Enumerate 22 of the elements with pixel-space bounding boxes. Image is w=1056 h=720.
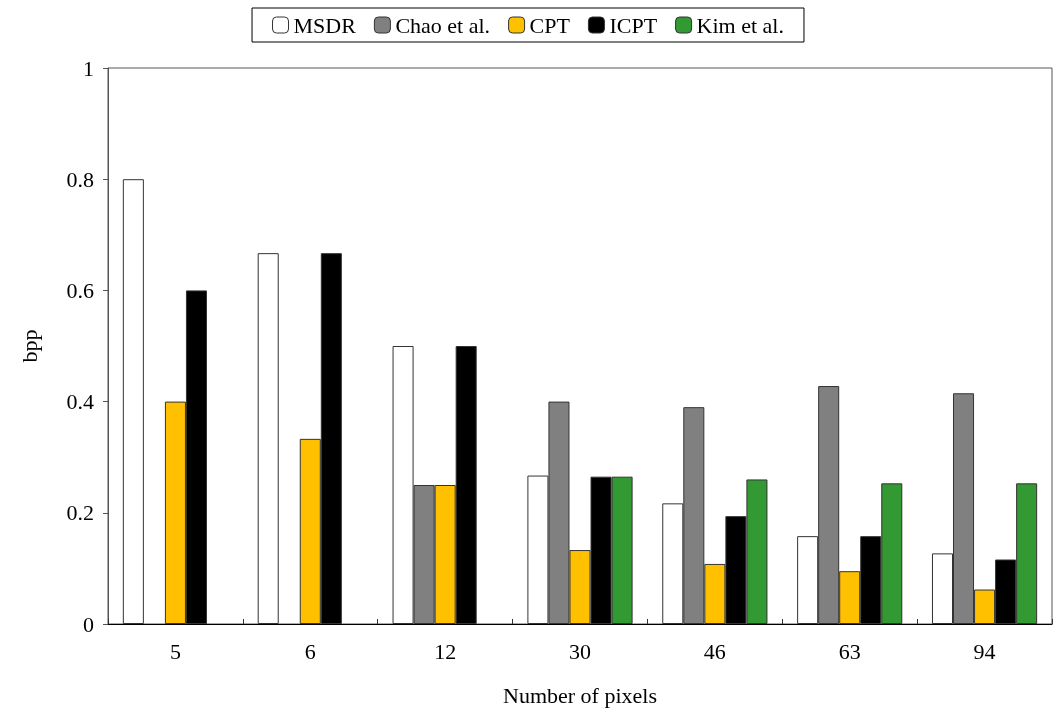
y-tick-label: 0.8 — [66, 166, 94, 192]
x-tick-label: 94 — [973, 638, 996, 664]
x-tick-label: 5 — [169, 638, 181, 664]
legend-label: Chao et al. — [395, 12, 491, 38]
x-tick-label: 63 — [838, 638, 861, 664]
legend-label: MSDR — [293, 12, 357, 38]
y-tick-label: 0.2 — [66, 500, 94, 526]
x-tick-label: 12 — [434, 638, 457, 664]
bar — [122, 179, 144, 624]
y-tick-label: 0.6 — [66, 277, 94, 303]
y-tick-label: 1 — [83, 55, 94, 81]
legend-label: ICPT — [609, 12, 658, 38]
y-tick-label: 0.4 — [66, 389, 94, 415]
y-tick-label: 0 — [83, 611, 94, 637]
legend-label: CPT — [529, 12, 571, 38]
x-tick-label: 46 — [703, 638, 726, 664]
x-tick-label: 30 — [569, 638, 591, 664]
x-tick-label: 6 — [304, 638, 316, 664]
bar — [257, 253, 279, 624]
y-axis-title: bpp — [16, 329, 42, 363]
x-axis-title: Number of pixels — [503, 682, 657, 708]
legend-label: Kim et al. — [696, 12, 784, 38]
